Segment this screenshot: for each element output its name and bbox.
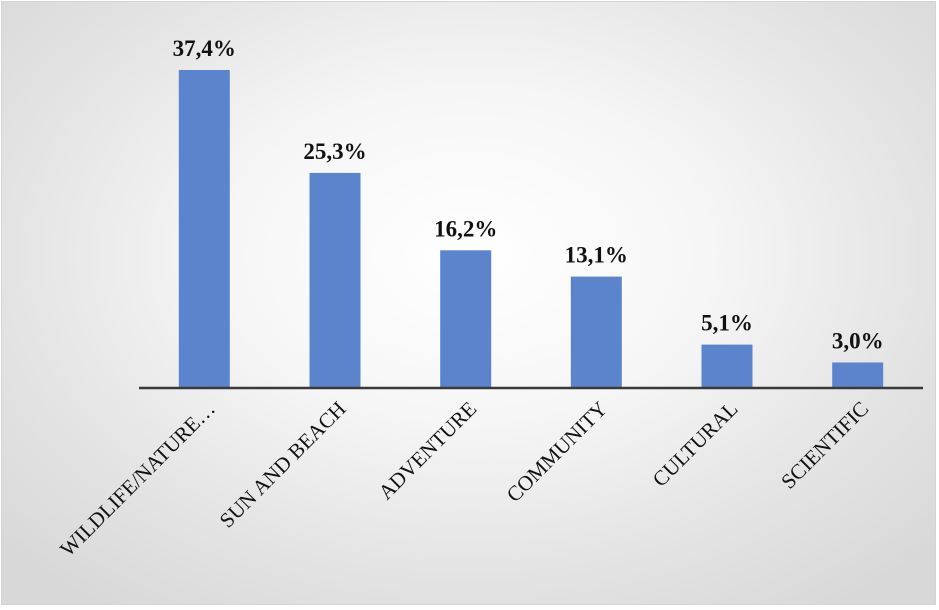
category-label-1: WILDLIFE/NATURE… (55, 397, 220, 562)
bar-6 (832, 362, 884, 388)
bars-group (178, 70, 884, 388)
bar-1 (178, 70, 230, 388)
category-labels-group: WILDLIFE/NATURE…SUN AND BEACH ADVENTURE CO… (55, 397, 873, 562)
bar-3 (440, 250, 492, 388)
value-labels-group: 37,4% 25,3% 16,2% 13,1% 5,1% 3,0% (173, 36, 884, 354)
value-label-4: 13,1% (565, 243, 628, 268)
value-label-6: 3,0% (832, 329, 884, 354)
value-label-3: 16,2% (434, 216, 497, 241)
category-label-2: SUN AND BEACH (215, 397, 351, 533)
category-label-3: ADVENTURE (374, 397, 482, 505)
value-label-1: 37,4% (173, 36, 236, 61)
category-label-4: COMMUNITY (502, 397, 612, 507)
bar-2 (309, 172, 361, 388)
category-label-5: CULTURAL (648, 397, 743, 492)
category-label-6: SCIENTIFIC (776, 397, 873, 494)
bar-5 (701, 344, 753, 388)
value-label-2: 25,3% (303, 139, 366, 164)
value-label-5: 5,1% (701, 311, 753, 336)
bar-4 (570, 276, 622, 388)
